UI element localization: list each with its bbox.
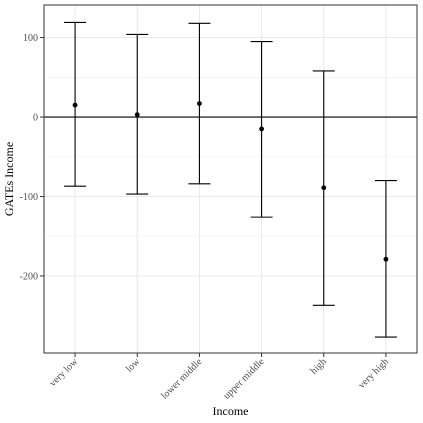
error-bar-group [374,180,397,338]
estimate-point [134,112,140,118]
x-axis: very low low lower middle upper middle high v… [47,353,391,402]
x-tick-label: upper middle [221,356,267,402]
estimate-point [259,126,264,132]
y-axis-title: GATEs Income [2,142,16,216]
x-tick-label: very high [356,356,391,391]
estimate-point [321,185,327,191]
x-axis-title: Income [213,404,249,418]
y-tick-label: -100 [20,192,38,203]
error-bar-group [312,70,335,306]
x-tick-label: very low [47,356,80,389]
error-bar-group [250,40,273,218]
estimate-point [383,256,389,262]
estimate-point [197,101,202,106]
error-bar-group [126,33,149,195]
panel-border [43,4,418,354]
x-tick-label: lower middle [159,356,205,402]
y-tick-label: 100 [23,33,38,44]
estimate-point [72,102,78,108]
y-tick-label: 0 [33,113,38,124]
panel-background [44,5,417,353]
y-tick-label: -200 [20,271,38,282]
estimates-series [64,21,397,338]
x-tick-label: low [124,356,143,375]
y-axis: -200 -100 0 100 [20,33,44,282]
x-tick-label: high [309,356,329,376]
error-bar-group [64,21,87,187]
error-bar-group [188,22,211,185]
